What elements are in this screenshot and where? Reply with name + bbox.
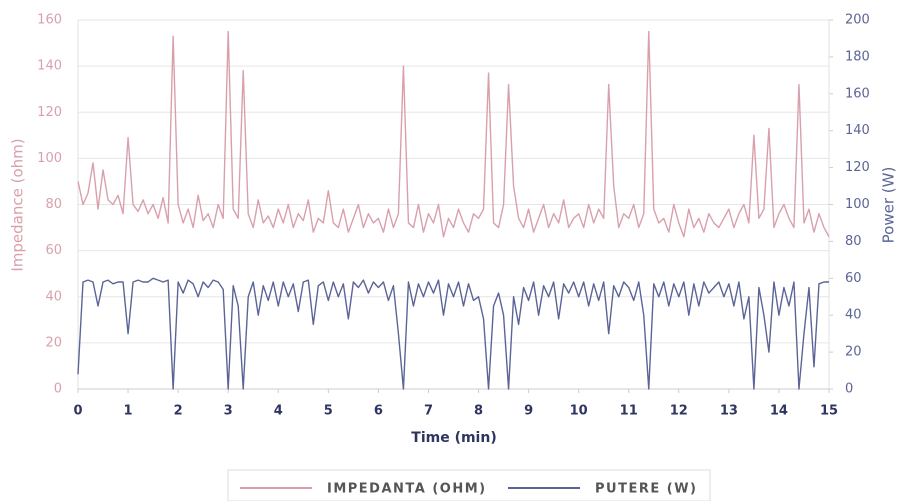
y-tick-label: 160 [37,13,62,28]
x-tick-label: 9 [524,404,533,419]
y-tick-label: 100 [37,151,62,166]
legend-box [227,469,711,501]
y2-tick-label: 100 [845,197,870,212]
y2-tick-label: 160 [845,86,870,101]
x-tick-label: 12 [670,404,688,419]
x-tick-label: 6 [374,404,383,419]
x-tick-label: 8 [474,404,483,419]
y2-tick-label: 40 [845,308,862,323]
x-axis-title: Time (min) [411,430,496,446]
y2-tick-label: 20 [845,345,862,360]
y-tick-label: 80 [45,197,62,212]
legend-label: IMPEDANTA (OHM) [327,482,487,497]
series-line [77,30,830,238]
x-tick-label: 0 [73,404,82,419]
y2-tick-label: 140 [845,123,870,138]
series-line [77,277,829,390]
y2-tick-label: 80 [845,234,862,249]
x-tick-label: 10 [570,404,588,419]
y2-tick-label: 200 [845,13,870,28]
x-tick-label: 7 [424,404,433,419]
legend-label: PUTERE (W) [595,482,697,497]
y-tick-label: 140 [37,59,62,74]
y-tick-label: 0 [54,382,62,397]
y-axis-title: Impedance (ohm) [9,138,27,271]
y2-tick-label: 180 [845,49,870,64]
x-tick-label: 15 [820,404,838,419]
y-tick-label: 20 [45,335,62,350]
x-tick-label: 2 [174,404,183,419]
x-tick-label: 13 [720,404,738,419]
y-tick-label: 120 [37,105,62,120]
x-tick-label: 5 [324,404,333,419]
x-tick-label: 14 [770,404,788,419]
x-tick-label: 11 [620,404,638,419]
y2-tick-label: 120 [845,160,870,175]
x-tick-label: 4 [274,404,283,419]
y2-axis-title: Power (W) [880,167,898,244]
x-tick-label: 1 [124,404,133,419]
y-tick-label: 40 [45,289,62,304]
x-tick-label: 3 [224,404,233,419]
y-tick-label: 60 [45,243,62,258]
y2-tick-label: 60 [845,271,862,286]
y2-tick-label: 0 [845,382,853,397]
